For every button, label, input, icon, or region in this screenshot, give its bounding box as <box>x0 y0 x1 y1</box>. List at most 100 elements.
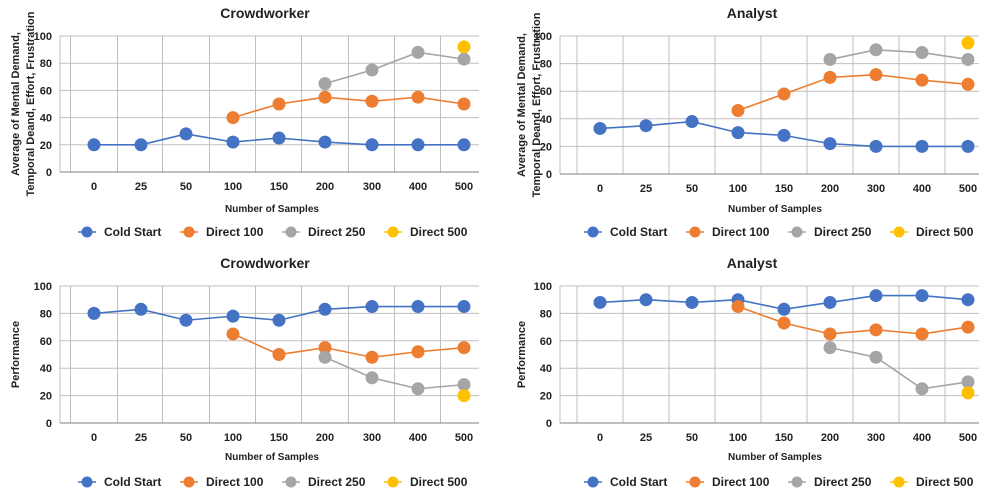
series-direct-500 <box>961 36 975 50</box>
data-point <box>318 350 332 364</box>
y-tick-label: 60 <box>40 85 52 97</box>
legend-marker <box>893 476 905 488</box>
data-point <box>915 73 929 87</box>
data-point <box>961 77 975 91</box>
data-point <box>961 375 975 389</box>
y-axis-title: Performance <box>516 321 528 388</box>
legend-label: Direct 250 <box>814 475 872 489</box>
legend-marker <box>791 476 803 488</box>
chart-title: Analyst <box>727 255 778 271</box>
y-tick-label: 100 <box>534 31 552 43</box>
legend-marker <box>285 476 297 488</box>
series-line <box>232 96 465 119</box>
legend-marker <box>689 476 701 488</box>
x-axis-title: Number of Samples <box>225 204 319 215</box>
data-point <box>961 386 975 400</box>
data-point <box>961 36 975 50</box>
data-point <box>731 104 745 118</box>
series-line <box>324 51 465 85</box>
data-point <box>134 302 148 316</box>
data-point <box>777 316 791 330</box>
data-point <box>457 52 471 66</box>
data-point <box>365 94 379 108</box>
data-point <box>915 139 929 153</box>
y-tick-label: 60 <box>540 86 552 98</box>
x-axis-title: Number of Samples <box>728 204 822 215</box>
chart-title: Analyst <box>727 5 778 21</box>
y-tick-label: 80 <box>540 59 552 71</box>
y-tick-label: 80 <box>40 58 52 70</box>
x-axis-title: Number of Samples <box>728 452 822 463</box>
chart-panel-4: Analyst 0 20 40 60 80 100 0 25 50 100 150 200 300 400 5… <box>516 255 979 489</box>
y-tick-label: 100 <box>34 281 52 293</box>
data-point <box>365 350 379 364</box>
x-tick-label: 50 <box>686 432 698 444</box>
x-tick-label: 500 <box>455 181 473 193</box>
legend-label: Direct 250 <box>308 475 366 489</box>
data-point <box>457 300 471 314</box>
x-tick-label: 400 <box>913 183 931 195</box>
legend-label: Direct 100 <box>206 475 264 489</box>
x-tick-label: 50 <box>180 432 192 444</box>
x-tick-label: 25 <box>640 432 652 444</box>
legend-marker <box>285 226 297 238</box>
y-axis-title-line: Average of Mental Demand, <box>516 33 528 177</box>
y-tick-label: 20 <box>540 391 552 403</box>
x-tick-label: 500 <box>959 183 977 195</box>
x-tick-label: 500 <box>455 432 473 444</box>
data-point <box>318 135 332 149</box>
data-point <box>318 341 332 355</box>
data-point <box>823 341 837 355</box>
data-point <box>457 40 471 54</box>
data-point <box>593 121 607 135</box>
y-tick-label: 60 <box>40 336 52 348</box>
x-axis-title: Number of Samples <box>225 452 319 463</box>
data-point <box>457 378 471 392</box>
data-point <box>411 345 425 359</box>
y-tick-label: 0 <box>546 169 552 181</box>
data-point <box>318 77 332 91</box>
data-point <box>411 138 425 152</box>
y-tick-label: 0 <box>46 167 52 179</box>
data-point <box>915 289 929 303</box>
data-point <box>272 97 286 111</box>
x-tick-label: 100 <box>729 432 747 444</box>
data-point <box>869 68 883 82</box>
data-point <box>915 382 929 396</box>
legend-label: Cold Start <box>610 225 667 239</box>
x-tick-label: 0 <box>91 432 97 444</box>
data-point <box>226 111 240 125</box>
data-point <box>87 306 101 320</box>
x-tick-label: 400 <box>409 181 427 193</box>
x-tick-label: 200 <box>821 183 839 195</box>
data-point <box>365 300 379 314</box>
data-point <box>365 138 379 152</box>
y-tick-label: 80 <box>540 308 552 320</box>
legend-marker <box>81 226 93 238</box>
x-tick-label: 100 <box>224 432 242 444</box>
data-point <box>226 309 240 323</box>
x-tick-label: 400 <box>913 432 931 444</box>
legend-label: Cold Start <box>104 475 161 489</box>
data-point <box>823 70 837 84</box>
data-point <box>961 293 975 307</box>
data-point <box>272 313 286 327</box>
data-point <box>731 300 745 314</box>
x-tick-label: 300 <box>867 432 885 444</box>
y-tick-label: 100 <box>534 281 552 293</box>
data-point <box>365 371 379 385</box>
x-tick-label: 200 <box>316 432 334 444</box>
data-point <box>915 327 929 341</box>
legend-marker <box>387 226 399 238</box>
data-point <box>272 348 286 361</box>
legend-label: Direct 100 <box>712 475 770 489</box>
x-tick-label: 0 <box>91 181 97 193</box>
legend-label: Direct 500 <box>410 225 468 239</box>
series-line <box>829 346 969 390</box>
y-axis-title-line: Temporal Deand, Effort, Frustration <box>25 11 37 196</box>
y-tick-label: 40 <box>540 363 552 375</box>
legend-marker <box>387 476 399 488</box>
legend-marker <box>587 226 599 238</box>
